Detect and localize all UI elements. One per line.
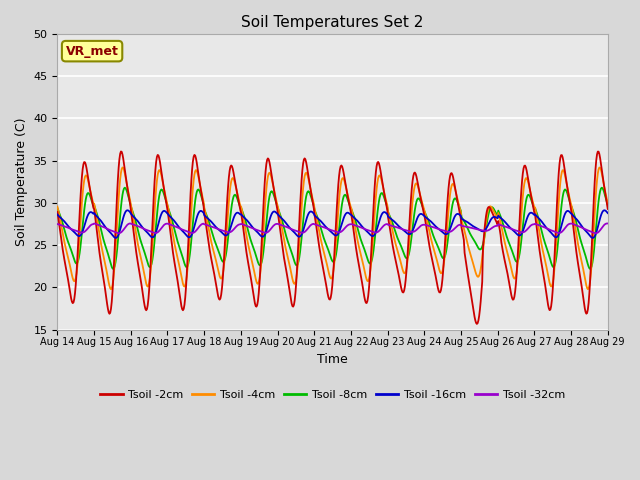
Y-axis label: Soil Temperature (C): Soil Temperature (C) (15, 118, 28, 246)
Title: Soil Temperatures Set 2: Soil Temperatures Set 2 (241, 15, 424, 30)
X-axis label: Time: Time (317, 353, 348, 366)
Text: VR_met: VR_met (66, 45, 118, 58)
Legend: Tsoil -2cm, Tsoil -4cm, Tsoil -8cm, Tsoil -16cm, Tsoil -32cm: Tsoil -2cm, Tsoil -4cm, Tsoil -8cm, Tsoi… (96, 385, 570, 405)
